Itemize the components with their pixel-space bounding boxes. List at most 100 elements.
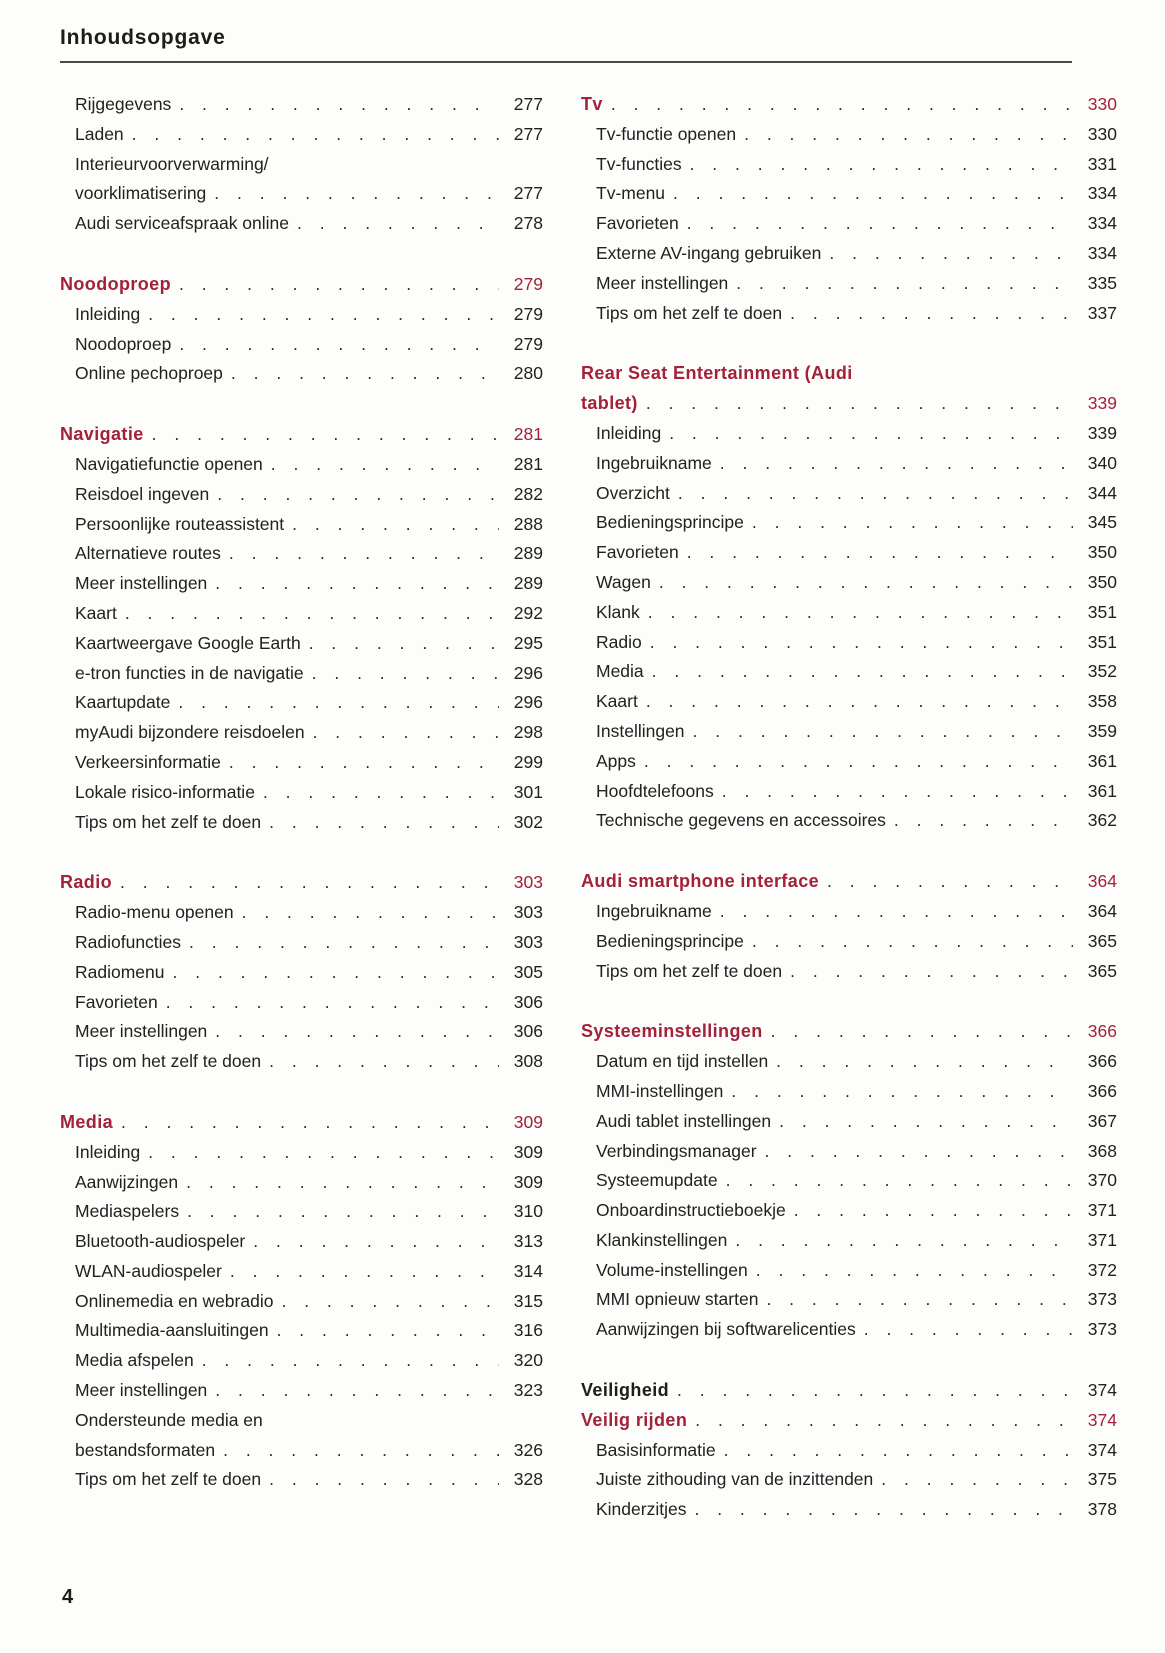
toc-entry-label: Meer instellingen: [75, 1380, 208, 1401]
dot-leader: . . . . . . . . . . . . . . . . . . . . …: [677, 1380, 1073, 1401]
toc-entry: voorklimatisering . . . . . . . . . . . .…: [60, 179, 543, 209]
toc-page-number: 366: [1087, 1051, 1117, 1072]
toc-entry: Laden . . . . . . . . . . . . . . . . . .…: [60, 120, 543, 150]
dot-leader: . . . . . . . . . . . . . . . . . . . . …: [692, 720, 1073, 741]
toc-page-number: 303: [513, 931, 543, 952]
toc-entry: WLAN-audiospeler . . . . . . . . . . . . …: [60, 1257, 543, 1287]
toc-entry-label: MMI opnieuw starten: [596, 1289, 759, 1310]
toc-page-number: 361: [1087, 780, 1117, 801]
toc-entry: Media afspelen . . . . . . . . . . . . . …: [60, 1346, 543, 1376]
toc-entry: MMI-instellingen . . . . . . . . . . . . …: [581, 1077, 1117, 1107]
toc-entry-label: Bedieningsprincipe: [596, 512, 744, 533]
toc-entry-label: Lokale risico-informatie: [75, 781, 255, 802]
toc-section-heading: Noodoproep . . . . . . . . . . . . . . . …: [60, 270, 543, 300]
toc-page-number: 288: [513, 513, 543, 534]
dot-leader: . . . . . . . . . . . . . . . . . . . . …: [186, 1171, 499, 1192]
toc-page-number: 367: [1087, 1110, 1117, 1131]
dot-leader: . . . . . . . . . . . . . . . . . . . . …: [269, 1469, 499, 1490]
toc-page-number: 373: [1087, 1289, 1117, 1310]
toc-section-gap: [60, 389, 543, 420]
toc-page-number: 305: [513, 961, 543, 982]
toc-entry-label: Radio: [596, 631, 642, 652]
toc-page-number: 298: [513, 722, 543, 743]
toc-page-number: 350: [1087, 571, 1117, 592]
toc-entry-label: Media: [60, 1111, 114, 1132]
toc-entry-label: Inleiding: [75, 1141, 141, 1162]
toc-entry: Audi serviceafspraak online . . . . . . .…: [60, 209, 543, 239]
toc-entry-label: Systeemupdate: [596, 1170, 718, 1191]
toc-section-heading: Audi smartphone interface . . . . . . . .…: [581, 867, 1117, 897]
toc-page-number: 295: [513, 632, 543, 653]
toc-entry: Radio-menu openen . . . . . . . . . . . .…: [60, 898, 543, 928]
toc-page-number: 364: [1087, 900, 1117, 921]
toc-entry-label: Tips om het zelf te doen: [596, 960, 783, 981]
toc-entry-label: Ondersteunde media en: [75, 1409, 263, 1430]
toc-entry-label: Online pechoproep: [75, 363, 223, 384]
toc-page-number: 374: [1087, 1380, 1117, 1401]
toc-page-number: 281: [513, 453, 543, 474]
toc-section-gap: [581, 328, 1117, 359]
toc-entry-label: Kinderzitjes: [596, 1499, 687, 1520]
toc-page-number: 281: [513, 424, 543, 445]
dot-leader: . . . . . . . . . . . . . . . . . . . . …: [764, 1140, 1073, 1161]
toc-entry: Interieurvoorverwarming/: [60, 150, 543, 180]
toc-page-number: 313: [513, 1231, 543, 1252]
dot-leader: . . . . . . . . . . . . . . . . . . . . …: [131, 123, 499, 144]
toc-entry-label: Alternatieve routes: [75, 543, 221, 564]
toc-entry-label: Interieurvoorverwarming/: [75, 153, 269, 174]
toc-entry: Verbindingsmanager . . . . . . . . . . . …: [581, 1137, 1117, 1167]
toc-entry-label: Hoofdtelefoons: [596, 780, 714, 801]
toc-section-heading: Navigatie . . . . . . . . . . . . . . . .…: [60, 420, 543, 450]
dot-leader: . . . . . . . . . . . . . . . . . . . . …: [241, 902, 499, 923]
toc-entry: Tips om het zelf te doen . . . . . . . . …: [60, 1465, 543, 1495]
toc-entry: Bluetooth-audiospeler . . . . . . . . . .…: [60, 1227, 543, 1257]
toc-entry-label: Radiomenu: [75, 961, 165, 982]
toc-page-number: 296: [513, 662, 543, 683]
toc-entry: Basisinformatie . . . . . . . . . . . . .…: [581, 1436, 1117, 1466]
toc-entry-label: Aanwijzingen: [75, 1171, 179, 1192]
dot-leader: . . . . . . . . . . . . . . . . . . . . …: [744, 123, 1073, 144]
toc-page-number: 339: [1087, 393, 1117, 414]
toc-entry: Klank . . . . . . . . . . . . . . . . . .…: [581, 598, 1117, 628]
toc-entry: Datum en tijd instellen . . . . . . . . .…: [581, 1047, 1117, 1077]
toc-entry-label: Meer instellingen: [75, 573, 208, 594]
toc-page-number: 366: [1087, 1021, 1117, 1042]
toc-entry: Ingebruikname . . . . . . . . . . . . . .…: [581, 897, 1117, 927]
toc-section-heading: tablet) . . . . . . . . . . . . . . . . .…: [581, 389, 1117, 419]
toc-entry-label: Instellingen: [596, 720, 685, 741]
toc-entry-label: MMI-instellingen: [596, 1080, 724, 1101]
toc-entry-label: Persoonlijke routeassistent: [75, 513, 285, 534]
toc-page-number: 309: [513, 1171, 543, 1192]
toc-entry-label: Radio-menu openen: [75, 902, 234, 923]
toc-entry: Favorieten . . . . . . . . . . . . . . . …: [60, 988, 543, 1018]
toc-page-number: 315: [513, 1290, 543, 1311]
dot-leader: . . . . . . . . . . . . . . . . . . . . …: [178, 273, 499, 294]
dot-leader: . . . . . . . . . . . . . . . . . . . . …: [649, 631, 1073, 652]
toc-entry-label: Inleiding: [75, 303, 141, 324]
toc-page-number: 365: [1087, 930, 1117, 951]
toc-page-number: 364: [1087, 871, 1117, 892]
dot-leader: . . . . . . . . . . . . . . . . . . . . …: [189, 931, 499, 952]
toc-page-number: 371: [1087, 1229, 1117, 1250]
toc-entry: myAudi bijzondere reisdoelen . . . . . . …: [60, 718, 543, 748]
toc-entry-label: Tips om het zelf te doen: [596, 302, 783, 323]
toc-page-number: 309: [513, 1141, 543, 1162]
toc-entry-label: Basisinformatie: [596, 1439, 716, 1460]
toc-section-gap: [60, 1077, 543, 1108]
toc-entry: Inleiding . . . . . . . . . . . . . . . .…: [60, 300, 543, 330]
toc-entry: Meer instellingen . . . . . . . . . . . .…: [60, 569, 543, 599]
toc-entry: Meer instellingen . . . . . . . . . . . .…: [60, 1376, 543, 1406]
dot-leader: . . . . . . . . . . . . . . . . . . . . …: [312, 722, 499, 743]
toc-page-number: 371: [1087, 1200, 1117, 1221]
page-title: Inhoudsopgave: [60, 26, 226, 49]
dot-leader: . . . . . . . . . . . . . . . . . . . . …: [790, 302, 1073, 323]
toc-entry: Radiomenu . . . . . . . . . . . . . . . .…: [60, 958, 543, 988]
toc-page-number: 370: [1087, 1170, 1117, 1191]
toc-page-number: 331: [1087, 153, 1117, 174]
toc-entry-label: Kaartweergave Google Earth: [75, 632, 301, 653]
toc-section-gap: [581, 1345, 1117, 1376]
toc-entry-label: Kaartupdate: [75, 692, 171, 713]
toc-page-number: 279: [513, 333, 543, 354]
dot-leader: . . . . . . . . . . . . . . . . . . . . …: [229, 1260, 499, 1281]
toc-entry: Favorieten . . . . . . . . . . . . . . . …: [581, 538, 1117, 568]
